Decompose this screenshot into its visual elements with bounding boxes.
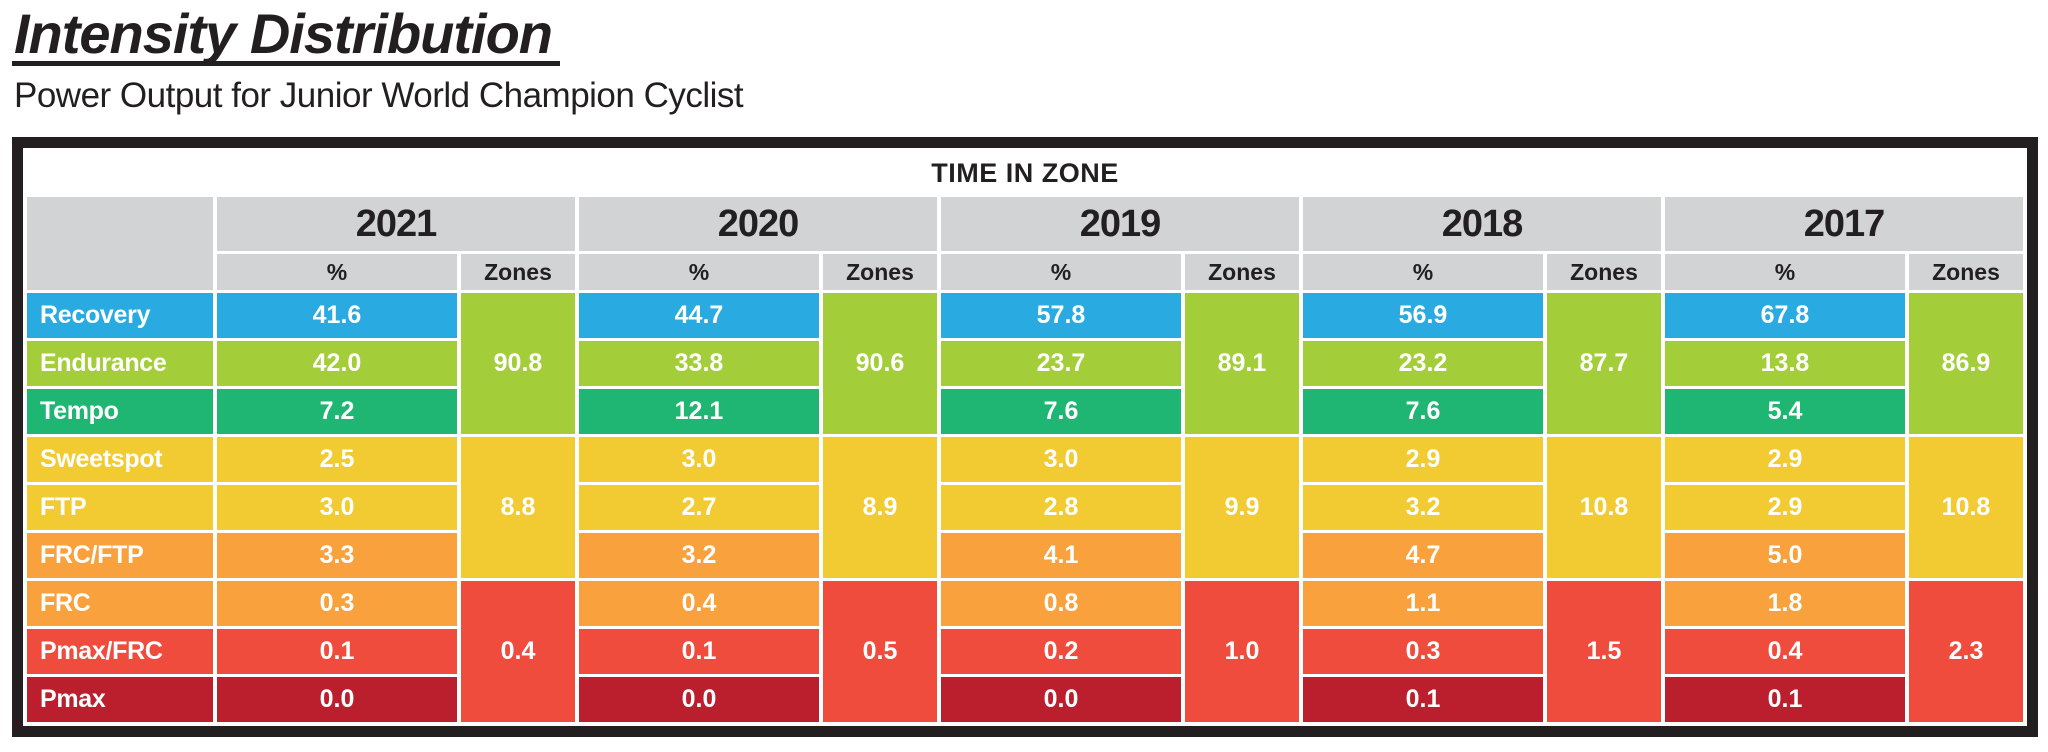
percent-value-2017-sweetspot: 2.9 <box>1665 437 1905 482</box>
percent-value-2020-tempo: 12.1 <box>579 389 819 434</box>
percent-value-2018-frc: 1.1 <box>1303 581 1543 626</box>
time-in-zone-grid: TIME IN ZONE 2021% Zones 2020% Zones 2019% Zo… <box>27 152 2023 722</box>
percent-value-2021-pmax: 0.0 <box>217 677 457 722</box>
zones-col-header-2021: Zones <box>461 254 575 290</box>
zones-total-2020-group1: 90.6 <box>823 293 937 434</box>
row-label-ftp: FTP <box>27 485 213 530</box>
percent-value-2018-endurance: 23.2 <box>1303 341 1543 386</box>
percent-value-2021-frc: 0.3 <box>217 581 457 626</box>
percent-value-2020-sweetspot: 3.0 <box>579 437 819 482</box>
percent-col-header-2021: % <box>217 254 457 290</box>
percent-value-2020-pmax: 0.0 <box>579 677 819 722</box>
zones-col-header-2017: Zones <box>1909 254 2023 290</box>
zones-total-2020-group2: 8.9 <box>823 437 937 578</box>
zones-total-2018-group3: 1.5 <box>1547 581 1661 722</box>
page-subtitle: Power Output for Junior World Champion C… <box>14 76 744 115</box>
percent-value-2020-recovery: 44.7 <box>579 293 819 338</box>
table-title: TIME IN ZONE <box>27 152 2023 194</box>
percent-value-2019-pmax-frc: 0.2 <box>941 629 1181 674</box>
zones-total-2017-group2: 10.8 <box>1909 437 2023 578</box>
zones-total-2018-group1: 87.7 <box>1547 293 1661 434</box>
percent-value-2017-pmax: 0.1 <box>1665 677 1905 722</box>
zones-total-2021-group2: 8.8 <box>461 437 575 578</box>
row-label-tempo: Tempo <box>27 389 213 434</box>
row-label-recovery: Recovery <box>27 293 213 338</box>
row-label-sweetspot: Sweetspot <box>27 437 213 482</box>
year-header-2019: 2019 <box>941 197 1299 251</box>
percent-value-2020-endurance: 33.8 <box>579 341 819 386</box>
percent-value-2021-pmax-frc: 0.1 <box>217 629 457 674</box>
year-header-2020: 2020 <box>579 197 937 251</box>
page-title: Intensity Distribution <box>12 4 566 72</box>
percent-value-2018-frc-ftp: 4.7 <box>1303 533 1543 578</box>
percent-value-2018-pmax-frc: 0.3 <box>1303 629 1543 674</box>
percent-value-2017-endurance: 13.8 <box>1665 341 1905 386</box>
percent-col-header-2019: % <box>941 254 1181 290</box>
percent-value-2020-ftp: 2.7 <box>579 485 819 530</box>
zones-total-2018-group2: 10.8 <box>1547 437 1661 578</box>
percent-value-2019-ftp: 2.8 <box>941 485 1181 530</box>
percent-value-2021-tempo: 7.2 <box>217 389 457 434</box>
zones-total-2017-group3: 2.3 <box>1909 581 2023 722</box>
percent-value-2021-sweetspot: 2.5 <box>217 437 457 482</box>
percent-value-2021-ftp: 3.0 <box>217 485 457 530</box>
zones-total-2019-group1: 89.1 <box>1185 293 1299 434</box>
zones-total-2019-group2: 9.9 <box>1185 437 1299 578</box>
percent-value-2018-pmax: 0.1 <box>1303 677 1543 722</box>
zones-total-2021-group1: 90.8 <box>461 293 575 434</box>
percent-value-2019-endurance: 23.7 <box>941 341 1181 386</box>
percent-value-2019-tempo: 7.6 <box>941 389 1181 434</box>
percent-value-2018-sweetspot: 2.9 <box>1303 437 1543 482</box>
zones-total-2017-group1: 86.9 <box>1909 293 2023 434</box>
percent-value-2017-tempo: 5.4 <box>1665 389 1905 434</box>
percent-col-header-2017: % <box>1665 254 1905 290</box>
percent-value-2019-recovery: 57.8 <box>941 293 1181 338</box>
percent-value-2019-sweetspot: 3.0 <box>941 437 1181 482</box>
zones-total-2019-group3: 1.0 <box>1185 581 1299 722</box>
row-label-endurance: Endurance <box>27 341 213 386</box>
percent-value-2021-endurance: 42.0 <box>217 341 457 386</box>
percent-value-2019-frc: 0.8 <box>941 581 1181 626</box>
row-label-frc: FRC <box>27 581 213 626</box>
row-label-pmax: Pmax <box>27 677 213 722</box>
zones-total-2020-group3: 0.5 <box>823 581 937 722</box>
percent-value-2021-frc-ftp: 3.3 <box>217 533 457 578</box>
zones-col-header-2018: Zones <box>1547 254 1661 290</box>
percent-value-2017-frc-ftp: 5.0 <box>1665 533 1905 578</box>
percent-col-header-2020: % <box>579 254 819 290</box>
corner-cell <box>27 197 213 290</box>
year-header-2018: 2018 <box>1303 197 1661 251</box>
percent-value-2021-recovery: 41.6 <box>217 293 457 338</box>
percent-value-2017-recovery: 67.8 <box>1665 293 1905 338</box>
percent-value-2018-recovery: 56.9 <box>1303 293 1543 338</box>
zones-total-2021-group3: 0.4 <box>461 581 575 722</box>
year-header-2017: 2017 <box>1665 197 2023 251</box>
percent-value-2019-frc-ftp: 4.1 <box>941 533 1181 578</box>
percent-value-2018-tempo: 7.6 <box>1303 389 1543 434</box>
zones-col-header-2019: Zones <box>1185 254 1299 290</box>
percent-value-2017-pmax-frc: 0.4 <box>1665 629 1905 674</box>
title-block: Intensity Distribution Power Output for … <box>12 4 2048 113</box>
zones-col-header-2020: Zones <box>823 254 937 290</box>
percent-value-2020-frc: 0.4 <box>579 581 819 626</box>
percent-value-2018-ftp: 3.2 <box>1303 485 1543 530</box>
percent-value-2020-pmax-frc: 0.1 <box>579 629 819 674</box>
percent-value-2017-frc: 1.8 <box>1665 581 1905 626</box>
row-label-pmax-frc: Pmax/FRC <box>27 629 213 674</box>
row-label-frc-ftp: FRC/FTP <box>27 533 213 578</box>
percent-value-2020-frc-ftp: 3.2 <box>579 533 819 578</box>
year-header-2021: 2021 <box>217 197 575 251</box>
percent-value-2017-ftp: 2.9 <box>1665 485 1905 530</box>
time-in-zone-table: TIME IN ZONE 2021% Zones 2020% Zones 2019% Zo… <box>12 137 2038 737</box>
percent-col-header-2018: % <box>1303 254 1543 290</box>
percent-value-2019-pmax: 0.0 <box>941 677 1181 722</box>
